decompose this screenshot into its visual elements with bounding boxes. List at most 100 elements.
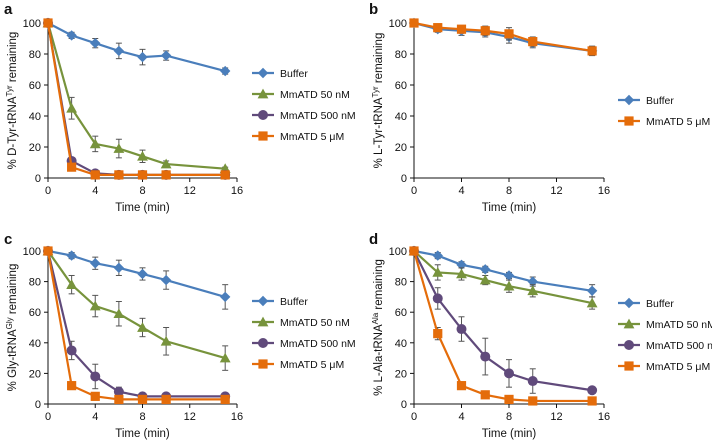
data-point — [114, 394, 124, 405]
x-tick-label: 16 — [598, 411, 610, 423]
legend-marker — [257, 67, 269, 79]
x-axis-title: Time (min) — [115, 428, 170, 440]
data-point — [432, 293, 443, 304]
y-tick-label: 0 — [401, 173, 407, 185]
legend-label: Buffer — [280, 296, 308, 308]
y-tick-label: 20 — [29, 142, 41, 154]
y-axis-title: % Gly-tRNAGly remaining — [5, 264, 19, 392]
data-point — [160, 274, 172, 286]
y-axis-title: % D-Tyr-tRNATyr remaining — [5, 32, 19, 170]
data-point — [586, 285, 598, 296]
data-point — [161, 170, 171, 180]
legend-label: MmATD 5 μM — [280, 131, 344, 143]
data-point — [480, 264, 491, 275]
y-tick-label: 100 — [23, 18, 41, 30]
legend-marker — [258, 131, 268, 141]
series-mmatd-50-nm — [42, 245, 231, 371]
x-tick-label: 4 — [458, 185, 464, 197]
legend-marker — [623, 94, 635, 106]
data-point — [160, 158, 172, 169]
x-tick-label: 12 — [184, 411, 196, 423]
y-axis-title-main: % Gly-tRNA — [7, 329, 19, 391]
data-point — [89, 138, 101, 149]
y-tick-label: 80 — [29, 277, 41, 289]
legend-entry: MmATD 50 nM — [618, 318, 712, 331]
x-tick-label: 12 — [184, 185, 196, 197]
data-point — [90, 170, 100, 180]
series-line — [47, 22, 226, 73]
series-mmatd-5-m — [43, 18, 230, 180]
data-point — [137, 322, 148, 332]
series-line — [46, 22, 226, 176]
y-axis-title-sup: Gly — [5, 317, 14, 329]
data-point — [67, 162, 77, 172]
data-point — [160, 335, 172, 346]
y-tick-label: 60 — [29, 80, 41, 92]
data-point — [90, 258, 101, 269]
legend-label: MmATD 5 μM — [646, 361, 710, 373]
y-axis-title-rest: remaining — [7, 264, 19, 318]
data-point — [66, 345, 77, 356]
data-point — [587, 46, 597, 56]
panel-d: d 0 20 40 60 80 100 0 4 8 12 16 Time (min) % L-Ala-tR… — [369, 231, 712, 440]
panel-letter: c — [4, 231, 12, 248]
y-tick-label: 20 — [29, 368, 41, 380]
data-point — [113, 45, 125, 57]
x-tick-label: 8 — [139, 411, 145, 423]
x-axis-title: Time (min) — [115, 202, 170, 214]
legend-label: Buffer — [646, 95, 674, 107]
data-point — [113, 262, 125, 274]
legend-marker — [257, 88, 269, 99]
series-buffer — [42, 245, 231, 310]
data-point — [113, 308, 125, 319]
data-point — [137, 150, 148, 161]
data-point — [504, 368, 514, 379]
legend-entry: Buffer — [618, 94, 674, 107]
y-tick-label: 80 — [395, 49, 407, 61]
data-point — [114, 170, 124, 180]
y-tick-label: 100 — [389, 246, 407, 258]
data-point — [161, 394, 171, 405]
x-tick-label: 8 — [506, 185, 512, 197]
y-axis-title: % L-Tyr-tRNATyr remaining — [371, 33, 385, 169]
y-tick-label: 100 — [23, 246, 41, 258]
x-tick-label: 12 — [550, 411, 562, 423]
y-tick-label: 40 — [395, 338, 407, 350]
legend-label: MmATD 500 nM — [280, 110, 356, 122]
y-axis-title-main: % D-Tyr-tRNA — [7, 96, 19, 169]
panel-b: b 0 20 40 60 80 100 0 4 8 12 16 Time (min) % L-Tyr-tR… — [369, 1, 710, 214]
data-point — [504, 394, 514, 405]
data-point — [220, 170, 230, 180]
x-tick-label: 0 — [45, 411, 51, 423]
data-point — [409, 246, 419, 256]
y-tick-label: 40 — [29, 338, 41, 350]
x-axis-title: Time (min) — [482, 428, 537, 440]
data-point — [480, 26, 490, 36]
data-point — [43, 18, 53, 28]
series-mmatd-5-m — [409, 246, 597, 406]
data-point — [90, 391, 100, 401]
series-mmatd-500-nm — [43, 18, 231, 180]
y-tick-label: 0 — [35, 173, 41, 185]
data-point — [66, 279, 78, 289]
legend-label: MmATD 50 nM — [646, 319, 712, 331]
legend-entry: MmATD 50 nM — [252, 88, 350, 101]
y-tick-label: 80 — [395, 277, 407, 289]
data-point — [456, 268, 467, 279]
data-point — [587, 385, 598, 396]
data-point — [90, 371, 101, 382]
data-point — [66, 30, 77, 41]
y-axis-title: % L-Ala-tRNAAla remaining — [371, 259, 385, 396]
x-tick-label: 0 — [411, 185, 417, 197]
legend-entry: MmATD 50 nM — [252, 316, 350, 329]
data-point — [586, 297, 598, 308]
data-point — [137, 170, 148, 180]
series-mmatd-5-m — [43, 246, 230, 405]
series-mmatd-5-m — [409, 18, 597, 57]
data-point — [528, 396, 538, 406]
y-axis-title-rest: remaining — [373, 33, 385, 87]
legend-entry: Buffer — [252, 67, 308, 80]
y-tick-label: 60 — [29, 307, 41, 319]
panel-c: c 0 20 40 60 80 100 0 4 8 12 16 Time (min) % Gly-tRNA… — [4, 231, 356, 440]
